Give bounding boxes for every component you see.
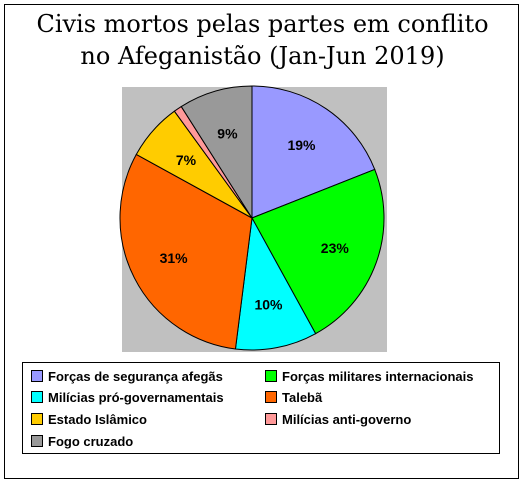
- legend-swatch: [31, 391, 43, 403]
- chart-title: Civis mortos pelas partes em conflito no…: [0, 8, 525, 72]
- pie-slice-3: [119, 153, 253, 350]
- legend-swatch: [31, 370, 43, 382]
- legend: Forças de segurança afegãs Forças milita…: [22, 362, 500, 454]
- pie-slice-2: [234, 216, 317, 351]
- pie-data-label-4: 7%: [176, 152, 197, 168]
- pie-data-label-1: 23%: [321, 240, 350, 256]
- legend-swatch: [265, 391, 277, 403]
- chart-title-line-2: no Afeganistão (Jan-Jun 2019): [80, 42, 445, 70]
- legend-swatch: [265, 370, 277, 382]
- legend-label: Estado Islâmico: [48, 411, 147, 427]
- legend-label: Forças militares internacionais: [282, 368, 474, 384]
- legend-label: Milícias anti-governo: [282, 411, 412, 427]
- legend-item-fogo-cruzado: Fogo cruzado: [31, 432, 133, 450]
- legend-item-forcas-militares-internacionais: Forças militares internacionais: [265, 367, 473, 385]
- pie-slice-6: [180, 85, 253, 220]
- legend-label: Milícias pró-governamentais: [48, 389, 224, 405]
- legend-swatch: [31, 435, 43, 447]
- pie-data-label-6: 9%: [217, 126, 238, 142]
- pie-slice-1: [251, 168, 385, 335]
- pie-data-label-0: 19%: [287, 137, 316, 153]
- legend-item-estado-islamico: Estado Islâmico: [31, 410, 147, 428]
- legend-label: Fogo cruzado: [48, 433, 134, 449]
- legend-label: Forças de segurança afegãs: [48, 368, 223, 384]
- legend-item-milicias-pro-governamentais: Milícias pró-governamentais: [31, 388, 224, 406]
- legend-item-forcas-seguranca-afegas: Forças de segurança afegãs: [31, 367, 223, 385]
- legend-item-taleba: Talebã: [265, 388, 322, 406]
- legend-swatch: [31, 413, 43, 425]
- pie-slice-0: [251, 85, 376, 219]
- chart-title-line-1: Civis mortos pelas partes em conflito: [36, 10, 489, 38]
- legend-swatch: [265, 413, 277, 425]
- legend-label: Talebã: [282, 389, 323, 405]
- pie-data-label-2: 10%: [254, 296, 283, 312]
- pie-data-label-3: 31%: [160, 250, 189, 266]
- legend-item-milicias-anti-governo: Milícias anti-governo: [265, 410, 411, 428]
